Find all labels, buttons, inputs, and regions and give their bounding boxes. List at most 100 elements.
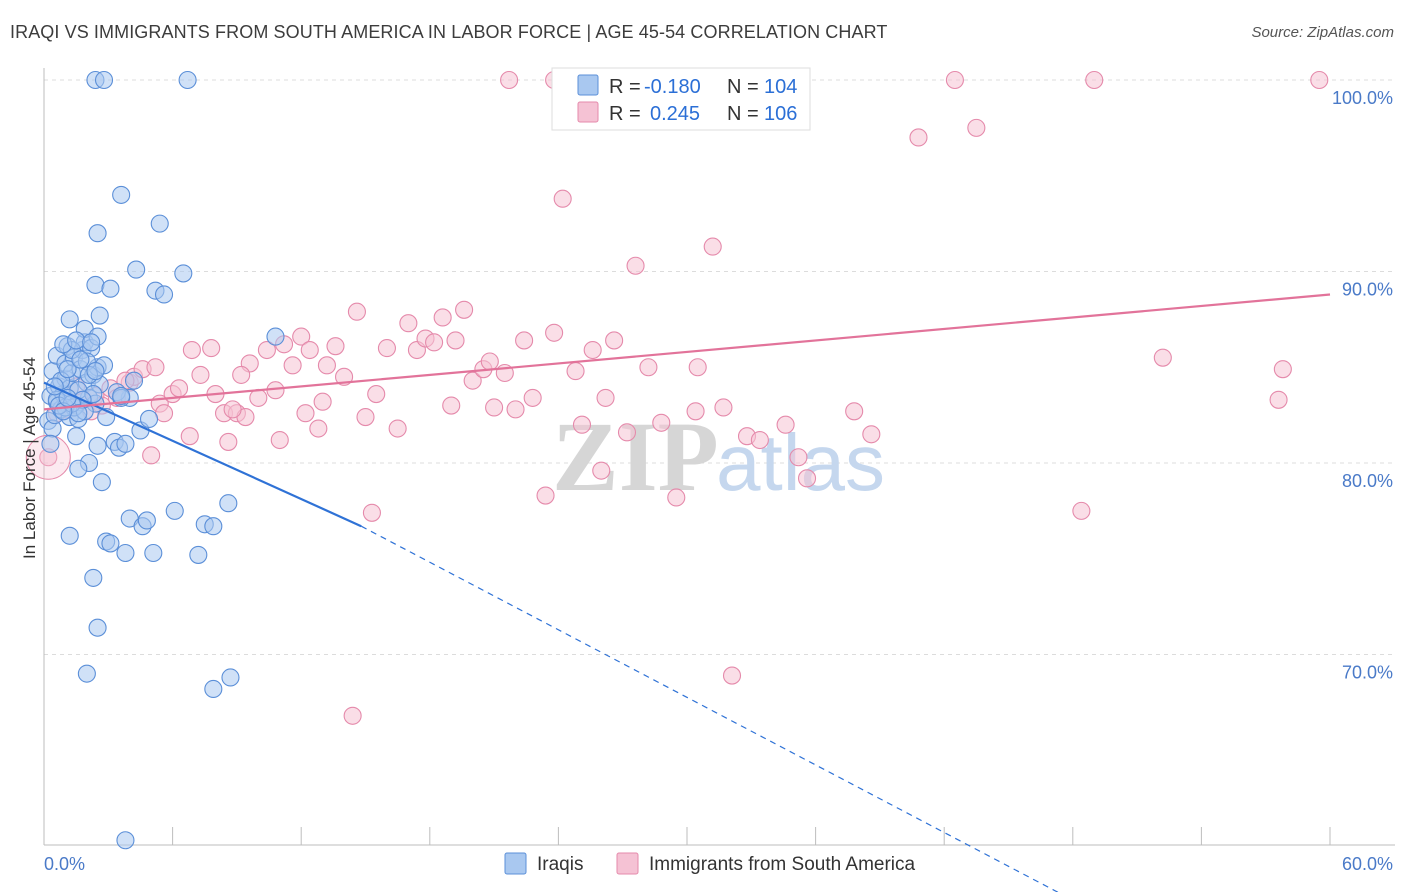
- point-iraqi: [82, 333, 101, 352]
- chart-source: Source: ZipAtlas.com: [1251, 24, 1394, 41]
- point-south-america: [362, 503, 381, 522]
- legend-r-value-1: -0.180: [644, 76, 701, 98]
- point-south-america: [515, 331, 534, 350]
- bottom-legend-label-south-america: Immigrants from South America: [649, 854, 916, 875]
- y-tick-label-100: 100.0%: [1332, 88, 1393, 108]
- trend-line-south-america: [43, 293, 1331, 411]
- point-south-america: [480, 352, 499, 371]
- point-south-america: [776, 415, 795, 434]
- tick-labels: 70.0% 80.0% 90.0% 100.0% 0.0% 60.0%: [44, 88, 1393, 874]
- point-south-america: [433, 308, 452, 327]
- point-south-america: [283, 356, 302, 375]
- point-south-america: [797, 469, 817, 488]
- legend-r-label-1: R =: [609, 76, 641, 98]
- point-south-america: [202, 339, 221, 358]
- point-south-america: [667, 488, 686, 507]
- point-south-america: [1085, 70, 1104, 90]
- legend-n-value-2: 106: [764, 103, 797, 125]
- chart-title: IRAQI VS IMMIGRANTS FROM SOUTH AMERICA I…: [10, 22, 888, 42]
- point-south-america: [1153, 348, 1172, 367]
- point-iraqi: [86, 362, 105, 381]
- point-south-america: [626, 256, 645, 275]
- point-south-america: [485, 398, 504, 417]
- point-south-america: [909, 128, 928, 147]
- point-south-america: [300, 340, 319, 360]
- point-iraqi: [60, 310, 79, 329]
- point-south-america: [219, 432, 238, 451]
- point-south-america: [500, 70, 519, 90]
- series-legend: Iraqis Immigrants from South America: [504, 852, 916, 875]
- point-south-america: [688, 358, 707, 377]
- legend-r-label-2: R =: [609, 103, 641, 125]
- point-iraqi: [92, 473, 111, 492]
- point-iraqi: [84, 568, 103, 587]
- point-south-america: [750, 430, 769, 450]
- point-iraqi: [58, 360, 77, 379]
- point-south-america: [313, 392, 332, 411]
- y-tick-label-70: 70.0%: [1342, 663, 1393, 683]
- point-iraqi: [266, 327, 285, 346]
- point-south-america: [191, 365, 210, 384]
- point-south-america: [347, 302, 366, 321]
- point-iraqi: [165, 501, 184, 520]
- y-tick-label-90: 90.0%: [1342, 280, 1393, 300]
- point-south-america: [455, 300, 474, 319]
- point-iraqi: [124, 371, 144, 390]
- point-south-america: [1310, 70, 1329, 90]
- point-south-america: [442, 396, 461, 415]
- point-iraqi: [112, 185, 131, 204]
- point-south-america: [545, 323, 564, 342]
- trend-line-iraqis: [43, 381, 362, 528]
- legend-n-label-2: N =: [727, 103, 759, 125]
- point-iraqi: [154, 285, 174, 304]
- point-iraqi: [150, 214, 169, 233]
- point-south-america: [572, 415, 592, 434]
- point-iraqi: [41, 434, 60, 453]
- point-south-america: [142, 446, 161, 465]
- point-south-america: [703, 237, 722, 256]
- point-south-america: [388, 419, 407, 438]
- point-iraqi: [101, 279, 120, 298]
- point-south-america: [446, 331, 465, 350]
- x-tick-label-max: 60.0%: [1342, 854, 1393, 874]
- point-south-america: [180, 427, 199, 446]
- y-tick-label-80: 80.0%: [1342, 471, 1393, 491]
- legend-n-value-1: 104: [764, 76, 797, 98]
- point-south-america: [639, 358, 658, 377]
- point-iraqi: [94, 70, 114, 90]
- point-iraqi: [204, 679, 223, 699]
- point-south-america: [335, 367, 354, 386]
- point-south-america: [1072, 501, 1091, 520]
- point-south-america: [566, 362, 585, 381]
- point-south-america: [309, 419, 328, 438]
- point-iraqi: [71, 350, 90, 369]
- point-south-america: [292, 327, 311, 346]
- point-south-america: [967, 118, 986, 137]
- point-iraqi: [112, 386, 131, 406]
- bottom-legend-swatch-south-america: [616, 852, 639, 875]
- bottom-legend-swatch-iraqis: [504, 852, 527, 875]
- y-axis-title: In Labor Force | Age 45-54: [20, 357, 39, 559]
- point-iraqi: [116, 831, 135, 850]
- point-iraqi: [88, 224, 107, 243]
- point-south-america: [722, 666, 742, 685]
- point-south-america: [326, 337, 345, 356]
- point-south-america: [862, 425, 881, 444]
- point-south-america: [146, 358, 165, 377]
- point-iraqi: [144, 543, 163, 563]
- point-iraqi: [90, 306, 109, 325]
- point-iraqi: [77, 664, 96, 683]
- point-south-america: [399, 314, 418, 333]
- trend-lines: [43, 293, 1331, 892]
- point-south-america: [605, 331, 624, 350]
- point-iraqi: [204, 517, 223, 536]
- point-south-america: [523, 388, 542, 407]
- legend-swatch-iraqis: [577, 74, 599, 96]
- point-south-america: [1269, 390, 1288, 409]
- point-south-america: [257, 340, 276, 360]
- correlation-legend: R = -0.180 N = 104 R = 0.245 N = 106: [551, 67, 811, 131]
- point-south-america: [154, 404, 174, 423]
- series-iraqis-points: [39, 70, 285, 850]
- point-south-america: [296, 404, 315, 423]
- point-south-america: [425, 333, 444, 352]
